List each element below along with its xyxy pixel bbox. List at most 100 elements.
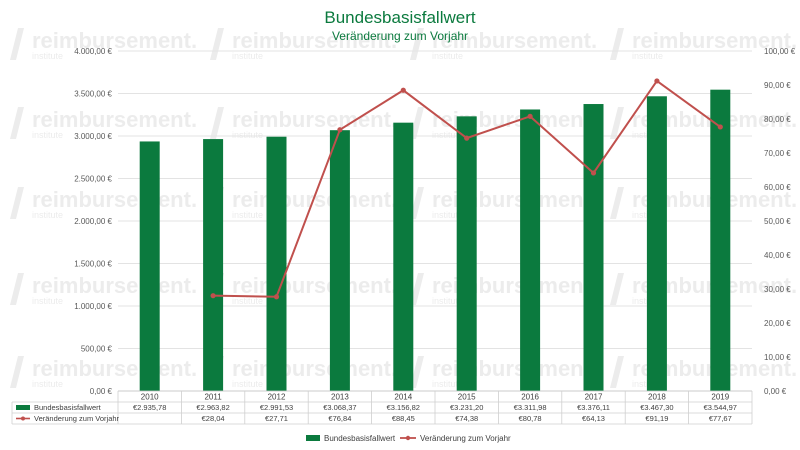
table-cell: €3.068,37 — [323, 403, 356, 412]
table-key-bar — [16, 405, 30, 410]
watermark-logo-icon — [610, 356, 624, 388]
table-cell: €3.544,97 — [704, 403, 737, 412]
bar — [266, 136, 287, 391]
bar — [456, 116, 477, 392]
watermark-logo-icon — [10, 273, 24, 305]
table-cell: €28,04 — [202, 414, 225, 423]
watermark-text: reimbursement. — [632, 28, 797, 53]
y-left-tick-label: 4.000,00 € — [74, 47, 112, 56]
watermark-text: reimbursement. — [32, 28, 197, 53]
watermark-text: reimbursement. — [32, 187, 197, 212]
watermark-logo-icon — [610, 273, 624, 305]
line-point — [273, 294, 280, 300]
watermark-logo-icon — [410, 107, 424, 139]
watermark-text: reimbursement. — [232, 273, 397, 298]
table-key-marker — [21, 416, 25, 421]
watermark-subtext: institute — [432, 210, 463, 220]
bar — [520, 109, 541, 392]
watermark-subtext: institute — [432, 51, 463, 61]
y-left-tick-label: 500,00 € — [81, 345, 113, 354]
table-cell: €27,71 — [265, 414, 288, 423]
y-left-tick-label: 0,00 € — [90, 387, 113, 396]
x-tick-label: 2012 — [268, 393, 286, 402]
watermark-subtext: institute — [232, 130, 263, 140]
bar-series — [139, 89, 731, 392]
table-cell: €80,78 — [519, 414, 542, 423]
table-cell: €74,38 — [455, 414, 478, 423]
watermark-subtext: institute — [432, 130, 463, 140]
y-right-tick-label: 10,00 € — [764, 353, 791, 362]
y-right-tick-label: 20,00 € — [764, 319, 791, 328]
y-left-tick-label: 1.500,00 € — [74, 260, 112, 269]
y-axis-left: 0,00 € 500,00 € 1.000,00 € 1.500,00 € 2.000,… — [74, 47, 112, 396]
bar — [393, 122, 414, 392]
x-tick-label: 2010 — [141, 393, 159, 402]
table-cell: €64,13 — [582, 414, 605, 423]
watermark-subtext: institute — [432, 379, 463, 389]
legend-label: Bundesbasisfallwert — [324, 434, 396, 443]
line-point — [717, 124, 723, 130]
table-cell: €3.156,82 — [387, 403, 420, 412]
y-right-tick-label: 0,00 € — [764, 387, 787, 396]
watermark-text: reimbursement. — [432, 28, 597, 53]
table-cell: €3.231,20 — [450, 403, 483, 412]
watermark-text: reimbursement. — [232, 107, 397, 132]
line-point — [210, 293, 216, 299]
watermark-logo-icon — [10, 28, 24, 60]
table-cell: €2.963,82 — [196, 403, 229, 412]
line-point — [654, 78, 660, 84]
watermark-subtext: institute — [32, 210, 63, 220]
table-cell: €2.935,78 — [133, 403, 166, 412]
watermark-text: reimbursement. — [232, 187, 397, 212]
table-cell: €2.991,53 — [260, 403, 293, 412]
watermark-logo-icon — [610, 28, 624, 60]
watermark-subtext: institute — [32, 296, 63, 306]
y-right-tick-label: 70,00 € — [764, 149, 791, 158]
line-point — [464, 135, 470, 141]
watermark-text: reimbursement. — [32, 356, 197, 381]
watermark-logo-icon — [410, 273, 424, 305]
table-row-label: Veränderung zum Vorjahr — [34, 414, 120, 423]
table-cell: €3.311,98 — [514, 403, 547, 412]
table-cell: €88,45 — [392, 414, 415, 423]
table-cell: €3.467,30 — [640, 403, 673, 412]
watermark-logo-icon — [410, 28, 424, 60]
y-left-tick-label: 2.500,00 € — [74, 175, 112, 184]
watermark-subtext: institute — [632, 51, 663, 61]
x-tick-label: 2013 — [331, 393, 349, 402]
x-tick-label: 2017 — [585, 393, 603, 402]
watermark-text: reimbursement. — [232, 28, 397, 53]
watermark-text: reimbursement. — [32, 273, 197, 298]
watermark-subtext: institute — [232, 379, 263, 389]
x-tick-label: 2014 — [394, 393, 412, 402]
y-right-tick-label: 100,00 € — [764, 47, 796, 56]
watermark-subtext: institute — [32, 130, 63, 140]
x-tick-label: 2016 — [521, 393, 539, 402]
bar — [646, 96, 667, 391]
watermark-logo-icon — [410, 187, 424, 219]
y-right-tick-label: 90,00 € — [764, 81, 791, 90]
line-point — [337, 127, 343, 133]
y-left-tick-label: 2.000,00 € — [74, 217, 112, 226]
x-tick-label: 2018 — [648, 393, 666, 402]
watermark-subtext: institute — [232, 210, 263, 220]
bar — [329, 130, 350, 392]
bar — [203, 139, 224, 391]
bar — [710, 89, 731, 391]
watermark-logo-icon — [410, 356, 424, 388]
legend-swatch-marker — [405, 435, 411, 441]
watermark-subtext: institute — [32, 379, 63, 389]
legend: Bundesbasisfallwert Veränderung zum Vorja… — [306, 434, 511, 443]
chart-subtitle: Veränderung zum Vorjahr — [332, 29, 468, 43]
watermark-logo-icon — [610, 187, 624, 219]
chart-title: Bundesbasisfallwert — [324, 8, 475, 27]
line-point — [400, 87, 406, 93]
legend-label: Veränderung zum Vorjahr — [420, 434, 511, 443]
table-cell: €91,19 — [645, 414, 668, 423]
watermark-subtext: institute — [32, 51, 63, 61]
x-tick-label: 2015 — [458, 393, 476, 402]
bar — [583, 104, 604, 392]
watermark-logo-icon — [610, 107, 624, 139]
data-table: 2010 2011 2012 2013 2014 2015 2016 2017 2018 2019… — [11, 390, 753, 425]
